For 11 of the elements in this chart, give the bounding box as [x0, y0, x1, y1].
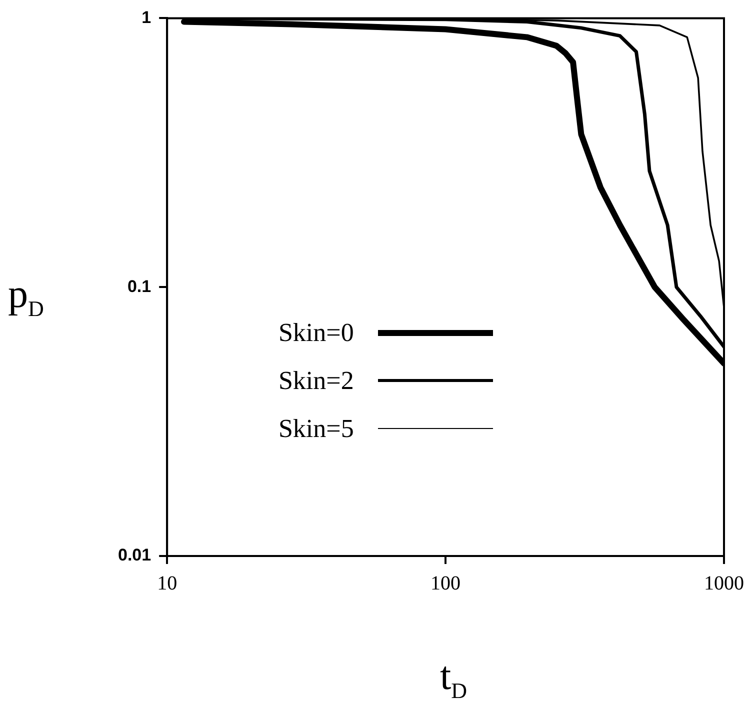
- legend-label: Skin=5: [278, 414, 354, 444]
- x-tick-label: 1000: [704, 572, 744, 594]
- y-tick-label: 0.01: [118, 546, 152, 565]
- x-tick-label: 10: [157, 572, 178, 594]
- y-axis-title: p$_{D}$: [8, 270, 44, 322]
- y-tick-label: 1: [142, 8, 152, 27]
- y-tick-label: 0.1: [127, 276, 152, 296]
- x-axis-title: t$_{D}$: [440, 652, 468, 704]
- legend-label: Skin=2: [278, 366, 354, 396]
- legend-label: Skin=0: [278, 318, 354, 348]
- x-tick-label: 100: [430, 572, 461, 594]
